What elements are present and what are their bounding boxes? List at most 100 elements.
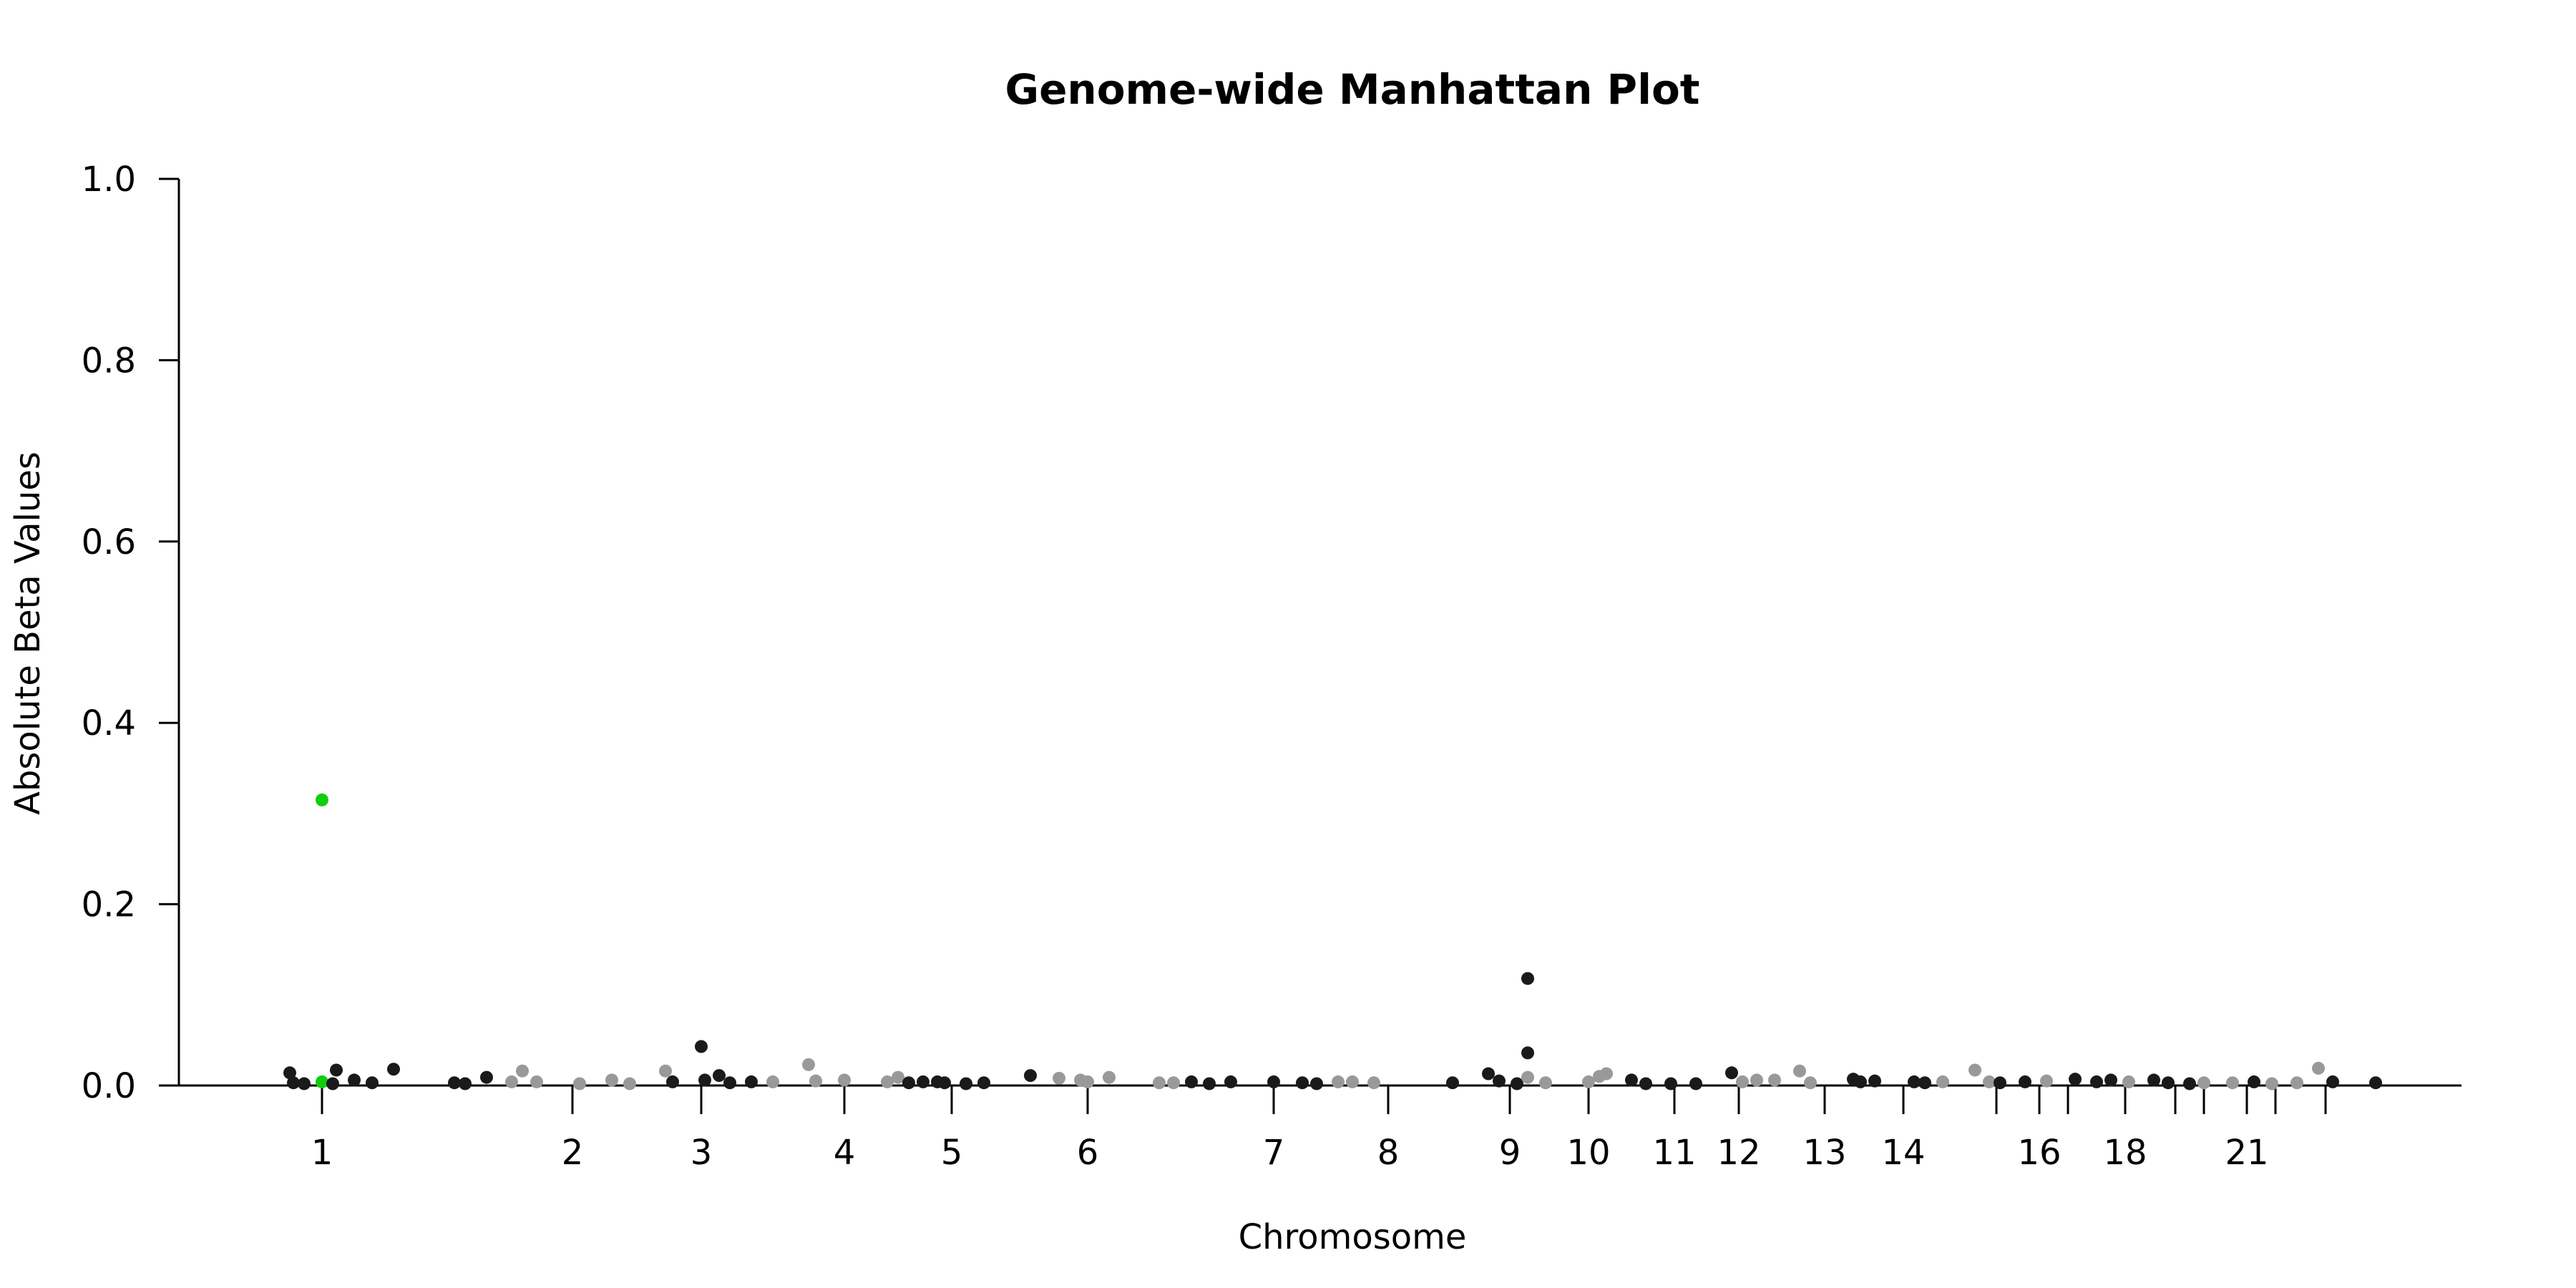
data-point bbox=[1511, 1077, 1523, 1091]
data-point bbox=[1689, 1077, 1702, 1091]
data-point bbox=[1868, 1074, 1881, 1088]
x-ticks: 1 2 3 4 5 6 7 8 9 10 11 12 13 14 16 18 21 bbox=[311, 1085, 2327, 1173]
x-tick-label: 8 bbox=[1377, 1133, 1400, 1173]
data-point bbox=[1224, 1075, 1237, 1088]
data-point bbox=[2069, 1073, 2082, 1086]
data-point bbox=[2265, 1077, 2278, 1091]
data-point bbox=[2197, 1076, 2210, 1090]
x-tick-label: 5 bbox=[941, 1133, 963, 1173]
data-point bbox=[1185, 1075, 1198, 1088]
data-point bbox=[530, 1075, 543, 1088]
x-tick-label: 9 bbox=[1499, 1133, 1521, 1173]
data-point bbox=[2248, 1075, 2260, 1088]
x-tick-label: 12 bbox=[1717, 1133, 1760, 1173]
data-points bbox=[283, 793, 2382, 1091]
data-point bbox=[1310, 1077, 1323, 1091]
data-point bbox=[938, 1076, 951, 1090]
x-tick-label: 10 bbox=[1566, 1133, 1610, 1173]
highlighted-point bbox=[316, 1075, 328, 1088]
data-point bbox=[802, 1058, 815, 1071]
x-tick-label: 18 bbox=[2103, 1133, 2147, 1173]
data-point bbox=[1493, 1074, 1506, 1088]
data-point bbox=[1625, 1073, 1638, 1087]
y-tick-label: 0.6 bbox=[82, 522, 136, 562]
data-point bbox=[2183, 1077, 2196, 1091]
data-point bbox=[1908, 1075, 1921, 1088]
x-axis-label: Chromosome bbox=[1239, 1217, 1467, 1257]
data-point bbox=[713, 1069, 726, 1083]
data-point bbox=[977, 1076, 990, 1090]
data-point bbox=[2104, 1073, 2117, 1087]
x-tick-label: 3 bbox=[691, 1133, 713, 1173]
data-point bbox=[1296, 1076, 1309, 1090]
chart-title: Genome-wide Manhattan Plot bbox=[1005, 65, 1699, 114]
data-point bbox=[881, 1075, 894, 1088]
x-tick-label: 14 bbox=[1881, 1133, 1925, 1173]
data-point bbox=[1153, 1076, 1166, 1090]
data-point bbox=[2369, 1076, 2382, 1090]
x-tick-label: 13 bbox=[1802, 1133, 1846, 1173]
data-point bbox=[505, 1075, 518, 1088]
data-point bbox=[326, 1077, 339, 1091]
data-point bbox=[1521, 1070, 1534, 1084]
data-point bbox=[605, 1073, 618, 1087]
data-point bbox=[1367, 1076, 1380, 1090]
data-point bbox=[1521, 972, 1534, 985]
x-tick-label: 7 bbox=[1263, 1133, 1285, 1173]
x-tick-label: 4 bbox=[834, 1133, 856, 1173]
data-point bbox=[1983, 1075, 1996, 1088]
x-tick-label: 16 bbox=[2017, 1133, 2061, 1173]
data-point bbox=[330, 1063, 343, 1077]
data-point bbox=[2090, 1075, 2103, 1088]
data-point bbox=[573, 1077, 586, 1091]
data-point bbox=[1332, 1075, 1345, 1088]
data-point bbox=[695, 1040, 708, 1053]
data-point bbox=[666, 1075, 679, 1088]
data-point bbox=[283, 1066, 296, 1080]
data-point bbox=[2040, 1074, 2053, 1088]
data-point bbox=[698, 1073, 711, 1087]
data-point bbox=[366, 1076, 379, 1090]
y-tick-label: 1.0 bbox=[82, 160, 136, 200]
data-point bbox=[1081, 1075, 1094, 1088]
data-point bbox=[659, 1064, 672, 1078]
x-tick-label: 2 bbox=[562, 1133, 584, 1173]
y-ticks: 0.0 0.2 0.4 0.6 0.8 1.0 bbox=[82, 160, 179, 1106]
data-point bbox=[1582, 1075, 1595, 1088]
data-point bbox=[1736, 1075, 1749, 1088]
x-tick-label: 1 bbox=[311, 1133, 333, 1173]
data-point bbox=[1804, 1076, 1817, 1090]
data-point bbox=[1267, 1075, 1280, 1088]
data-point bbox=[1539, 1076, 1552, 1090]
data-point bbox=[1918, 1076, 1931, 1090]
data-point bbox=[960, 1077, 972, 1091]
data-point bbox=[1936, 1075, 1949, 1088]
data-point bbox=[809, 1074, 822, 1088]
data-point bbox=[1994, 1076, 2006, 1090]
data-point bbox=[1167, 1076, 1180, 1090]
y-tick-label: 0.4 bbox=[82, 703, 136, 743]
data-point bbox=[723, 1076, 736, 1090]
data-point bbox=[623, 1077, 636, 1091]
data-point bbox=[1639, 1077, 1652, 1091]
data-point bbox=[1053, 1071, 1065, 1085]
data-point bbox=[1600, 1067, 1613, 1080]
data-point bbox=[1750, 1073, 1763, 1087]
data-point bbox=[387, 1063, 400, 1076]
data-point bbox=[459, 1077, 472, 1091]
x-tick-label: 11 bbox=[1652, 1133, 1696, 1173]
data-point bbox=[1968, 1063, 1981, 1077]
data-point bbox=[1793, 1064, 1806, 1078]
data-point bbox=[1482, 1067, 1495, 1080]
y-tick-label: 0.0 bbox=[82, 1066, 136, 1106]
data-point bbox=[2019, 1075, 2031, 1088]
data-point bbox=[298, 1077, 311, 1091]
data-point bbox=[1854, 1075, 1867, 1088]
data-point bbox=[2162, 1076, 2175, 1090]
y-tick-label: 0.8 bbox=[82, 341, 136, 381]
data-point bbox=[2122, 1075, 2135, 1088]
y-axis-label: Absolute Beta Values bbox=[8, 452, 48, 815]
data-point bbox=[1103, 1070, 1116, 1084]
data-point bbox=[2226, 1076, 2239, 1090]
data-point bbox=[2326, 1075, 2339, 1088]
